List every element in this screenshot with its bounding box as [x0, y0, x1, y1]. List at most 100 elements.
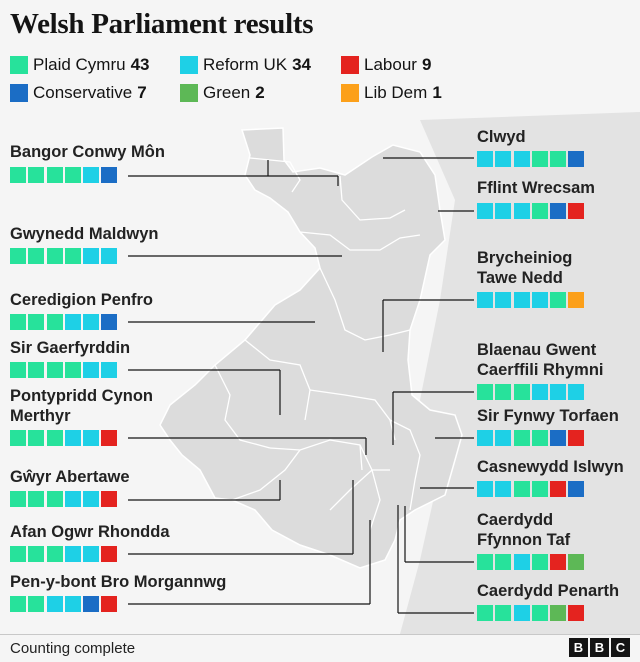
seat-box	[28, 314, 45, 330]
seat-box	[83, 362, 100, 378]
seat-box	[101, 596, 118, 612]
legend-label: Reform UK	[203, 55, 288, 74]
leader-lines	[128, 157, 474, 614]
seat-box	[64, 430, 81, 446]
region-borders	[214, 157, 421, 531]
constituency-label: Caerdydd Penarth	[477, 582, 620, 600]
legend-seats: 34	[292, 55, 311, 74]
seat-box	[28, 546, 45, 562]
seat-box	[83, 430, 100, 446]
legend-seats: 7	[137, 83, 147, 102]
legend-seats: 2	[255, 83, 265, 102]
seat-box	[568, 554, 585, 570]
constituency-label: Blaenau Gwent Caerffili Rhymni	[477, 341, 604, 379]
wales-map	[128, 112, 640, 634]
seat-row	[477, 605, 587, 621]
seat-box	[531, 203, 548, 219]
legend-swatch	[341, 56, 359, 74]
constituency-label: Bangor Conwy Môn	[10, 143, 165, 161]
seat-box	[495, 605, 512, 621]
legend-label: Conservative	[33, 83, 133, 102]
constituency-label: Fflint Wrecsam	[477, 179, 595, 197]
seat-box	[46, 491, 63, 507]
seat-box	[550, 151, 567, 167]
seat-box	[568, 481, 585, 497]
constituency-label: Gwynedd Maldwyn	[10, 225, 159, 243]
seat-box	[513, 151, 530, 167]
seat-box	[10, 362, 26, 378]
seat-box	[46, 546, 63, 562]
chart-title: Welsh Parliament results	[10, 8, 314, 40]
seat-box	[477, 151, 493, 167]
seat-box	[64, 314, 81, 330]
legend-swatch	[180, 84, 198, 102]
seat-box	[83, 314, 100, 330]
seat-box	[531, 384, 548, 400]
seat-box	[477, 430, 493, 446]
seat-row	[477, 481, 587, 497]
seat-box	[495, 481, 512, 497]
seat-box	[101, 430, 118, 446]
constituency-label: Afan Ogwr Rhondda	[10, 523, 170, 541]
legend-seats: 43	[130, 55, 150, 74]
seat-box	[550, 292, 567, 308]
seat-box	[477, 481, 493, 497]
seat-box	[83, 596, 100, 612]
seat-row	[477, 203, 587, 219]
legend-swatch	[10, 56, 28, 74]
bbc-logo-letter-1: B	[569, 638, 588, 657]
seat-box	[10, 167, 26, 183]
seat-box	[531, 481, 548, 497]
seat-box	[10, 491, 26, 507]
seat-box	[28, 167, 45, 183]
seat-box	[64, 596, 81, 612]
seat-box	[83, 248, 100, 264]
legend-label: Lib Dem	[364, 83, 428, 102]
seat-row	[477, 292, 587, 308]
seat-box	[46, 430, 63, 446]
seat-box	[568, 151, 585, 167]
seat-box	[64, 167, 81, 183]
seat-row	[10, 362, 120, 378]
seat-box	[10, 430, 26, 446]
seat-row	[477, 151, 587, 167]
seat-box	[83, 167, 100, 183]
seat-box	[568, 430, 585, 446]
seat-box	[531, 151, 548, 167]
seat-box	[46, 314, 63, 330]
constituency-label: Sir Gaerfyrddin	[10, 339, 131, 357]
legend-swatch	[341, 84, 359, 102]
seat-box	[83, 491, 100, 507]
seat-box	[10, 596, 26, 612]
seat-box	[550, 384, 567, 400]
legend-label: Labour	[364, 55, 417, 74]
legend-item: Labour 9	[341, 55, 431, 75]
footer-divider	[0, 634, 640, 635]
seat-box	[46, 167, 63, 183]
constituency-label: Pontypridd Cynon Merthyr	[10, 387, 153, 425]
seat-box	[101, 546, 118, 562]
constituency-label: Pen-y-bont Bro Morgannwg	[10, 573, 227, 591]
seat-box	[550, 554, 567, 570]
seat-row	[10, 491, 120, 507]
seat-box	[568, 384, 585, 400]
seat-box	[28, 248, 45, 264]
seat-box	[513, 430, 530, 446]
seat-row	[477, 554, 587, 570]
seat-row	[10, 430, 120, 446]
seat-box	[101, 491, 118, 507]
seat-box	[531, 554, 548, 570]
legend-item: Reform UK 34	[180, 55, 311, 75]
seat-row	[10, 546, 120, 562]
legend-swatch	[10, 84, 28, 102]
seat-box	[101, 314, 118, 330]
bbc-logo-letter-3: C	[611, 638, 630, 657]
seat-box	[28, 362, 45, 378]
seat-box	[10, 248, 26, 264]
seat-box	[477, 292, 493, 308]
seat-box	[28, 430, 45, 446]
england-landmass	[400, 112, 640, 634]
seat-box	[64, 362, 81, 378]
seat-box	[550, 430, 567, 446]
seat-box	[64, 546, 81, 562]
